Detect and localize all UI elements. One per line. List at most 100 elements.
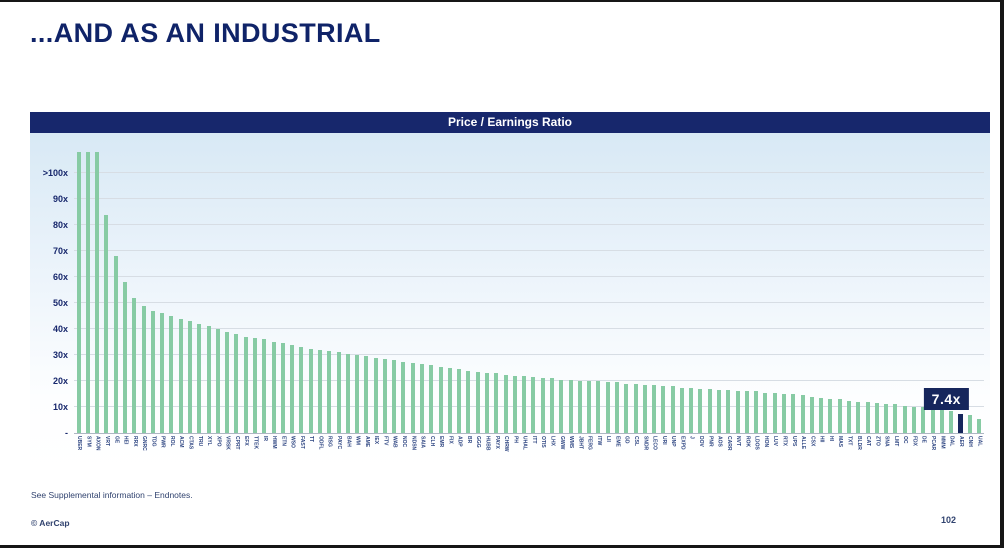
pe-bar-SYM bbox=[85, 152, 90, 433]
pe-bar-GNRC bbox=[141, 305, 146, 433]
pe-bar-FDX bbox=[911, 407, 916, 433]
gridline-60 bbox=[74, 276, 984, 277]
ticker-label-BLDR: BLDR bbox=[855, 436, 862, 450]
pe-bar-DOV bbox=[698, 388, 703, 433]
pe-bar-ACM bbox=[178, 318, 183, 433]
pe-bar-SAIA bbox=[420, 364, 425, 433]
ticker-label-ROK: ROK bbox=[744, 436, 751, 448]
pe-bar-NVT bbox=[735, 391, 740, 433]
y-tick-label: >100x bbox=[42, 168, 68, 178]
pe-bar-AER bbox=[957, 413, 963, 433]
aer-pe-callout: 7.4x bbox=[923, 387, 969, 410]
chart-body: >100x 90x 80x 70x 60x 50x 40x 30x 20x 10x - 7.4x U… bbox=[30, 133, 990, 472]
pe-bar-TRU bbox=[197, 323, 202, 433]
footnote: See Supplemental information – Endnotes. bbox=[31, 490, 193, 500]
pe-bar-FAST bbox=[299, 347, 304, 433]
pe-bar-GWW bbox=[559, 379, 564, 433]
ticker-label-PWR: PWR bbox=[159, 436, 166, 448]
pe-bar-ROK bbox=[744, 391, 749, 433]
ticker-label-ADP: ADP bbox=[456, 436, 463, 447]
ticker-label-MAS: MAS bbox=[837, 436, 844, 448]
ticker-label-NVT: NVT bbox=[735, 436, 742, 446]
pe-bar-CAT bbox=[865, 401, 870, 433]
pe-bar-MMM bbox=[939, 409, 944, 433]
gridline-40 bbox=[74, 328, 984, 329]
pe-bar-FERG bbox=[587, 381, 592, 433]
pe-bar-ROL bbox=[169, 316, 174, 433]
pe-bar-LUV bbox=[772, 392, 777, 433]
ticker-label-HI: HI bbox=[827, 436, 834, 441]
pe-bar-CPRT bbox=[234, 334, 239, 433]
ticker-label-SNDR: SNDR bbox=[642, 436, 649, 451]
pe-bar-OTIS bbox=[540, 378, 545, 433]
pe-bar-UBER bbox=[76, 152, 81, 433]
pe-bar-UNP bbox=[670, 386, 675, 433]
pe-bar-UHAL bbox=[522, 375, 527, 433]
pe-bar-TXT bbox=[846, 400, 851, 433]
ticker-label-AME: AME bbox=[363, 436, 370, 448]
ticker-label-FDX: FDX bbox=[911, 436, 918, 446]
ticker-label-ACM: ACM bbox=[178, 436, 185, 448]
ticker-label-PAYC: PAYC bbox=[336, 436, 343, 450]
pe-bar-VRSK bbox=[225, 331, 230, 433]
pe-bar-FIX bbox=[447, 368, 452, 433]
pe-bar-DAL bbox=[949, 410, 954, 433]
chart-title-bar: Price / Earnings Ratio bbox=[30, 112, 990, 133]
ticker-label-FIX: FIX bbox=[447, 436, 454, 444]
pe-bar-LDOS bbox=[754, 391, 759, 433]
pe-bar-FTV bbox=[382, 358, 387, 433]
ticker-label-NOC: NOC bbox=[400, 436, 407, 448]
pe-bar-PCAR bbox=[930, 408, 935, 433]
pe-bar-RRX bbox=[132, 297, 137, 433]
ticker-label-PNR: PNR bbox=[707, 436, 714, 447]
pe-bar-CARR bbox=[726, 390, 731, 433]
x-axis-labels: UBER SYM AXON VRT GE HEI RRX GNRC TDG PWR ROL ACM CT… bbox=[74, 434, 984, 466]
pe-bar-PWR bbox=[160, 313, 165, 433]
pe-bar-ODFL bbox=[317, 349, 322, 433]
pe-bar-TTEK bbox=[252, 338, 257, 433]
pe-bar-IR bbox=[262, 339, 267, 433]
y-tick-label: 50x bbox=[52, 298, 68, 308]
pe-bar-HII bbox=[819, 397, 824, 433]
y-axis: >100x 90x 80x 70x 60x 50x 40x 30x 20x 10x - bbox=[38, 146, 74, 438]
ticker-label-CLH: CLH bbox=[428, 436, 435, 447]
gridline-70 bbox=[74, 250, 984, 251]
ticker-label-CPRT: CPRT bbox=[233, 436, 240, 450]
pe-bar-EXPD bbox=[679, 387, 684, 433]
pe-bar-DE bbox=[921, 407, 926, 433]
ticker-label-IEX: IEX bbox=[373, 436, 380, 445]
ticker-label-EME: EME bbox=[614, 436, 621, 447]
ticker-label-RRX: RRX bbox=[131, 436, 138, 447]
pe-bar-ADP bbox=[457, 369, 462, 433]
ticker-label-CSX: CSX bbox=[809, 436, 816, 447]
gridline-20 bbox=[74, 380, 984, 381]
pe-bar-PAYC bbox=[336, 352, 341, 433]
ticker-label-LHX: LHX bbox=[549, 436, 556, 446]
pe-bar-CSX bbox=[809, 396, 814, 433]
pe-bar-LMT bbox=[893, 404, 898, 433]
pe-bar-SNDR bbox=[642, 384, 647, 433]
ticker-label-TT: TT bbox=[308, 436, 315, 443]
pe-bar-ETN bbox=[280, 343, 285, 433]
ticker-label-LMT: LMT bbox=[892, 436, 899, 447]
y-tick-label: 60x bbox=[52, 272, 68, 282]
pe-bar-NOC bbox=[401, 361, 406, 433]
y-tick-label: 30x bbox=[52, 350, 68, 360]
pe-ratio-chart-panel: Price / Earnings Ratio >100x 90x 80x 70x 60x… bbox=[30, 112, 990, 472]
ticker-label-ROL: ROL bbox=[168, 436, 175, 447]
gridline-80 bbox=[74, 224, 984, 225]
ticker-label-CHRW: CHRW bbox=[503, 436, 510, 452]
gridline-50 bbox=[74, 302, 984, 303]
ticker-label-LUV: LUV bbox=[772, 436, 779, 446]
ticker-label-WAB: WAB bbox=[391, 436, 398, 448]
ticker-label-LII: LII bbox=[605, 436, 612, 442]
pe-bar-LII bbox=[605, 382, 610, 433]
ticker-label-EMR: EMR bbox=[438, 436, 445, 448]
ticker-label-BAH: BAH bbox=[345, 436, 352, 447]
ticker-label-PCAR: PCAR bbox=[930, 436, 937, 451]
ticker-label-LDOS: LDOS bbox=[753, 436, 760, 450]
ticker-label-UHAL: UHAL bbox=[521, 436, 528, 450]
pe-bar-RSG bbox=[327, 351, 332, 433]
ticker-label-MMM: MMM bbox=[939, 436, 946, 449]
